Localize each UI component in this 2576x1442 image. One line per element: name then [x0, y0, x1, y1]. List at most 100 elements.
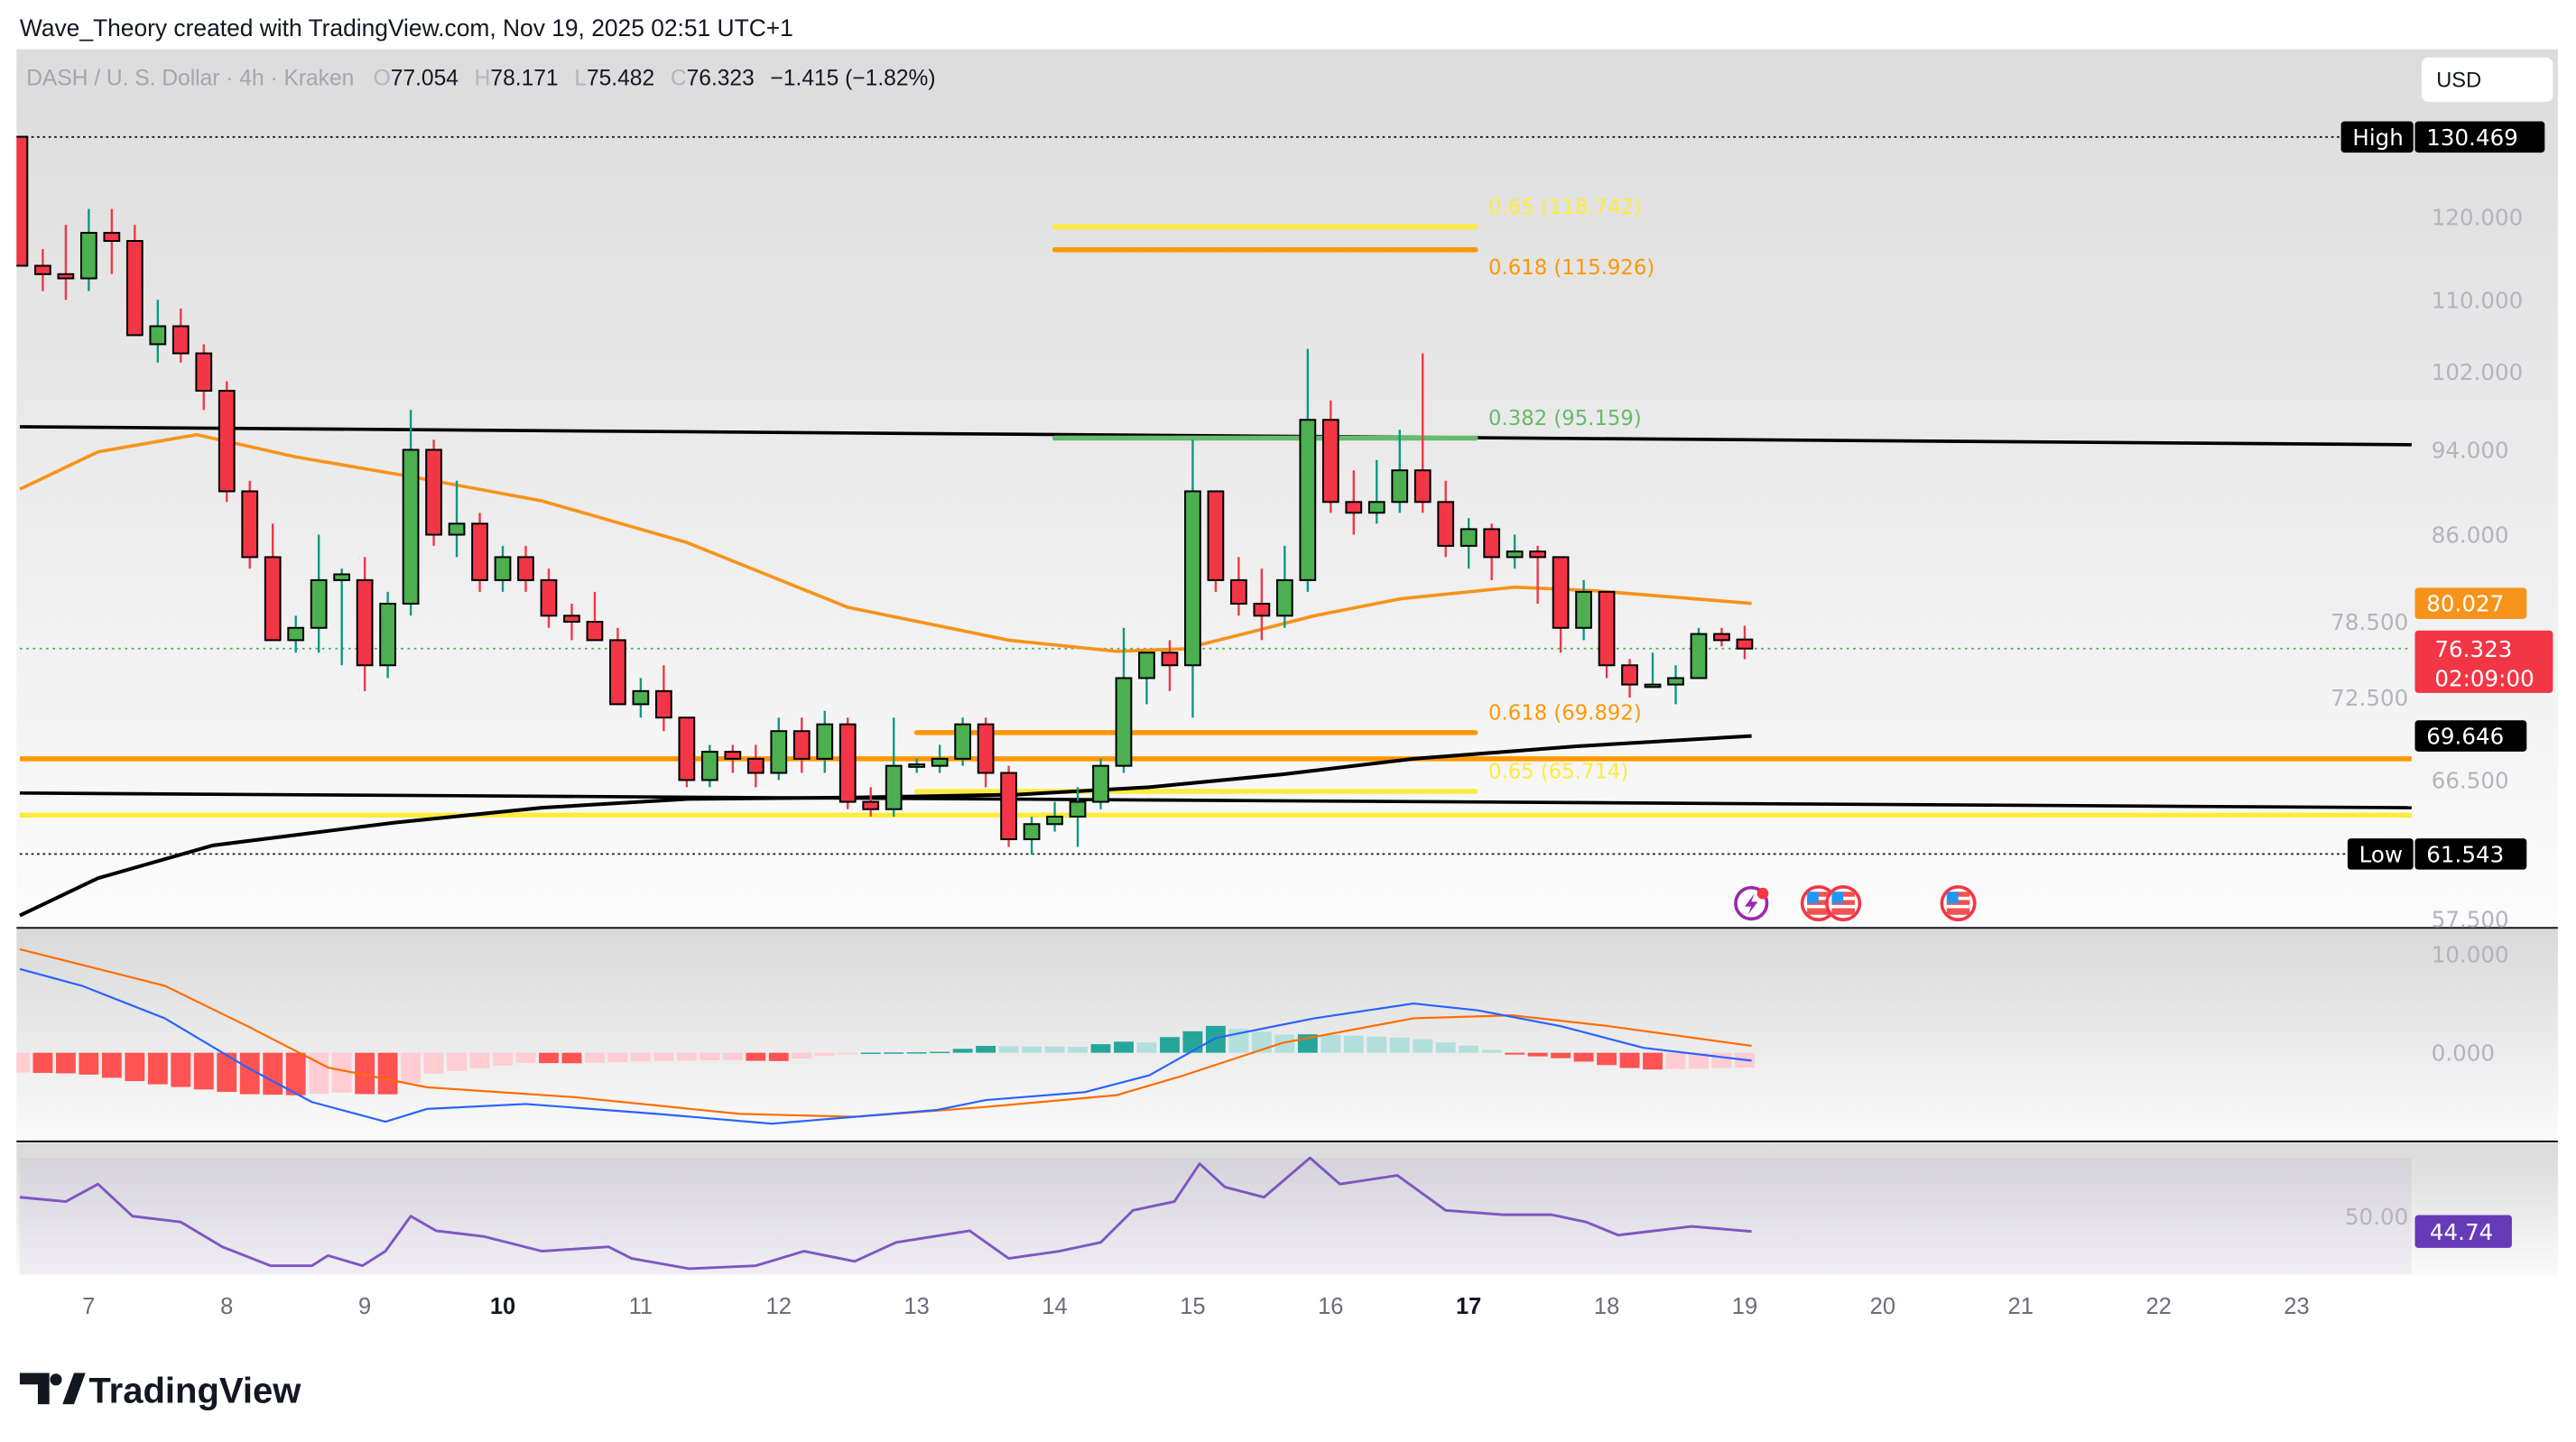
- candle[interactable]: [425, 439, 442, 546]
- candle[interactable]: [171, 308, 190, 363]
- candle[interactable]: [494, 545, 512, 592]
- candle[interactable]: [678, 716, 696, 788]
- candle[interactable]: [1437, 480, 1455, 558]
- candle[interactable]: [816, 710, 834, 773]
- candle[interactable]: [586, 591, 604, 642]
- candle[interactable]: [287, 615, 305, 653]
- candle-body: [1115, 677, 1133, 767]
- candle[interactable]: [1736, 625, 1754, 660]
- candle[interactable]: [1092, 758, 1109, 809]
- candle[interactable]: [632, 678, 650, 718]
- candle[interactable]: [13, 135, 29, 267]
- candle[interactable]: [310, 534, 328, 653]
- candle[interactable]: [448, 480, 466, 558]
- candle[interactable]: [746, 744, 764, 788]
- candle[interactable]: [1413, 353, 1432, 513]
- candle[interactable]: [1713, 627, 1730, 647]
- macd-histogram-bar: [1367, 1036, 1387, 1053]
- candle[interactable]: [609, 627, 626, 706]
- candle[interactable]: [1299, 348, 1317, 592]
- candle[interactable]: [563, 604, 580, 641]
- candle[interactable]: [1253, 568, 1271, 641]
- candle[interactable]: [1575, 579, 1592, 641]
- macd-histogram-bar: [423, 1052, 444, 1074]
- candle[interactable]: [540, 568, 558, 628]
- candle[interactable]: [264, 523, 282, 642]
- us-economic-event-icon[interactable]: [1825, 885, 1862, 922]
- candle[interactable]: [1000, 765, 1017, 847]
- candle[interactable]: [356, 557, 374, 691]
- candle[interactable]: [333, 568, 351, 666]
- macd-histogram-bar: [285, 1052, 306, 1095]
- candle[interactable]: [839, 717, 857, 809]
- candle[interactable]: [885, 717, 903, 817]
- price-tick: 78.500: [2330, 609, 2408, 635]
- candle[interactable]: [1184, 439, 1201, 718]
- candle[interactable]: [1552, 556, 1570, 653]
- candle[interactable]: [724, 744, 742, 773]
- candle[interactable]: [125, 225, 144, 337]
- candle[interactable]: [1345, 470, 1363, 535]
- candle[interactable]: [655, 665, 672, 732]
- macd-histogram-bar: [331, 1052, 352, 1093]
- candle[interactable]: [977, 717, 995, 788]
- candle[interactable]: [954, 717, 972, 766]
- candle[interactable]: [402, 410, 420, 616]
- macd-histogram-bar: [930, 1051, 950, 1054]
- candle[interactable]: [770, 717, 788, 781]
- candle[interactable]: [79, 208, 97, 291]
- candle[interactable]: [792, 717, 811, 773]
- price-axis[interactable]: 120.000 110.000 102.000 94.000 86.000 78.500 7…: [2330, 121, 2553, 1248]
- ma200-value-tag: 69.646: [2426, 724, 2504, 750]
- candle[interactable]: [103, 208, 121, 274]
- us-economic-event-icon[interactable]: [1800, 885, 1837, 922]
- candle[interactable]: [57, 225, 75, 300]
- candle[interactable]: [1321, 400, 1339, 513]
- tradingview-logo[interactable]: TradingView: [19, 1371, 301, 1410]
- candle[interactable]: [908, 758, 926, 773]
- rsi-pane[interactable]: [16, 1142, 2558, 1277]
- candle[interactable]: [1644, 652, 1662, 689]
- candle[interactable]: [1598, 590, 1616, 679]
- us-economic-event-icon[interactable]: [1940, 885, 1977, 922]
- candle[interactable]: [1115, 627, 1133, 773]
- candle[interactable]: [1138, 652, 1155, 705]
- candle[interactable]: [195, 344, 213, 411]
- currency-button[interactable]: USD: [2421, 57, 2553, 102]
- candle[interactable]: [517, 545, 534, 592]
- macd-histogram-bar: [1136, 1042, 1157, 1053]
- time-axis[interactable]: [16, 1276, 2558, 1334]
- candle[interactable]: [1161, 640, 1179, 691]
- candle[interactable]: [1621, 659, 1638, 698]
- candle[interactable]: [1690, 627, 1708, 679]
- candle[interactable]: [471, 513, 488, 592]
- candle[interactable]: [862, 787, 880, 817]
- ma200-value-tag-bg: [2414, 720, 2527, 752]
- candle[interactable]: [1506, 534, 1524, 569]
- time-tick: 23: [2284, 1294, 2309, 1319]
- candle[interactable]: [1023, 816, 1041, 855]
- candle[interactable]: [1391, 430, 1409, 513]
- earnings-event-icon[interactable]: [1734, 885, 1769, 921]
- candle[interactable]: [34, 249, 51, 291]
- macd-histogram-bar: [1481, 1049, 1502, 1053]
- ema-value-tag-bg: [2414, 587, 2527, 619]
- candle[interactable]: [1069, 787, 1087, 847]
- candle[interactable]: [1230, 557, 1247, 616]
- candle[interactable]: [1459, 518, 1478, 569]
- candle[interactable]: [1207, 490, 1225, 592]
- candle[interactable]: [700, 744, 718, 788]
- candle[interactable]: [1529, 545, 1547, 605]
- macd-histogram-bar: [1597, 1052, 1617, 1066]
- candle[interactable]: [241, 480, 259, 569]
- candle[interactable]: [1275, 545, 1293, 628]
- candle[interactable]: [379, 591, 396, 679]
- candle[interactable]: [931, 744, 949, 773]
- candle-body: [1575, 590, 1592, 629]
- candle[interactable]: [218, 381, 236, 503]
- candle[interactable]: [1667, 665, 1684, 705]
- candle[interactable]: [1483, 523, 1501, 580]
- candle[interactable]: [1046, 801, 1063, 832]
- candle[interactable]: [149, 300, 167, 363]
- candle[interactable]: [1367, 459, 1385, 524]
